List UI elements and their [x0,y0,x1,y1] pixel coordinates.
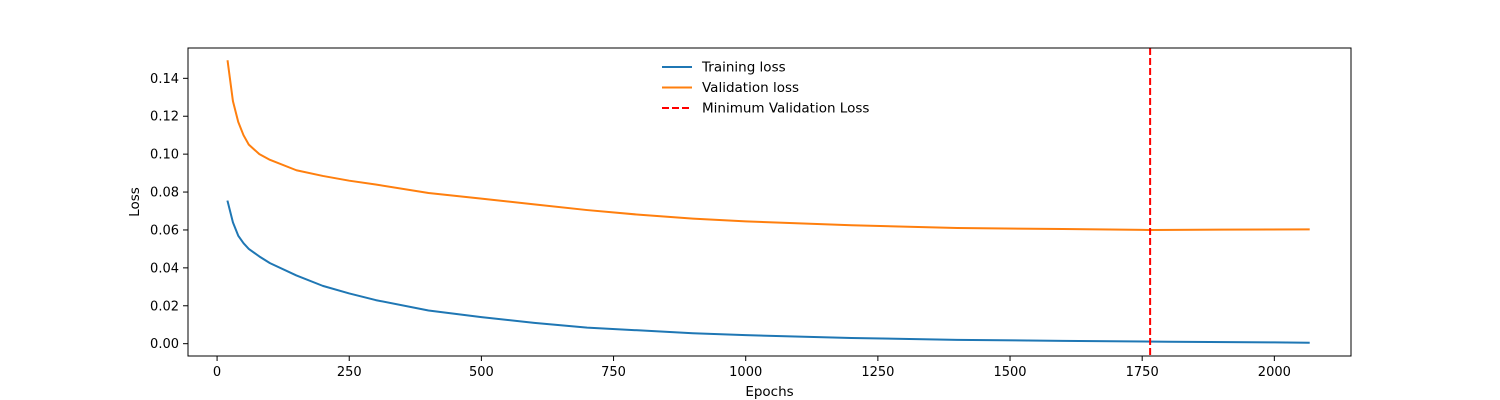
legend-label-validation-loss: Validation loss [702,80,799,96]
x-tick-label: 1000 [729,365,762,380]
series-layer [226,60,1310,344]
y-tick-label: 0.06 [150,223,179,238]
y-tick-label: 0.04 [150,261,179,276]
x-tick-label: 0 [213,365,221,380]
validation-loss-line [226,60,1310,231]
x-axis-ticks: 0 250 500 750 1000 1250 1500 1750 2000 [213,356,1291,380]
legend-label-training-loss: Training loss [701,60,786,76]
x-tick-label: 500 [469,365,494,380]
x-tick-label: 1250 [861,365,894,380]
x-tick-label: 250 [337,365,362,380]
y-axis-ticks: 0.00 0.02 0.04 0.06 0.08 0.10 0.12 0.14 [150,72,188,352]
x-tick-label: 2000 [1258,365,1291,380]
y-tick-label: 0.10 [150,148,179,163]
training-loss-line [226,200,1310,344]
x-tick-label: 1500 [993,365,1026,380]
y-tick-label: 0.00 [150,337,179,352]
y-tick-label: 0.02 [150,299,179,314]
legend: Training loss Validation loss Minimum Vali… [662,60,869,117]
x-tick-label: 1750 [1126,365,1159,380]
legend-label-minimum-validation-loss: Minimum Validation Loss [702,101,869,117]
y-tick-label: 0.08 [150,186,179,201]
x-tick-label: 750 [601,365,626,380]
plot-frame [187,47,1352,357]
y-tick-label: 0.14 [150,72,179,87]
y-axis-label: Loss [127,187,143,217]
y-tick-label: 0.12 [150,110,179,125]
x-axis-label: Epochs [745,384,793,400]
